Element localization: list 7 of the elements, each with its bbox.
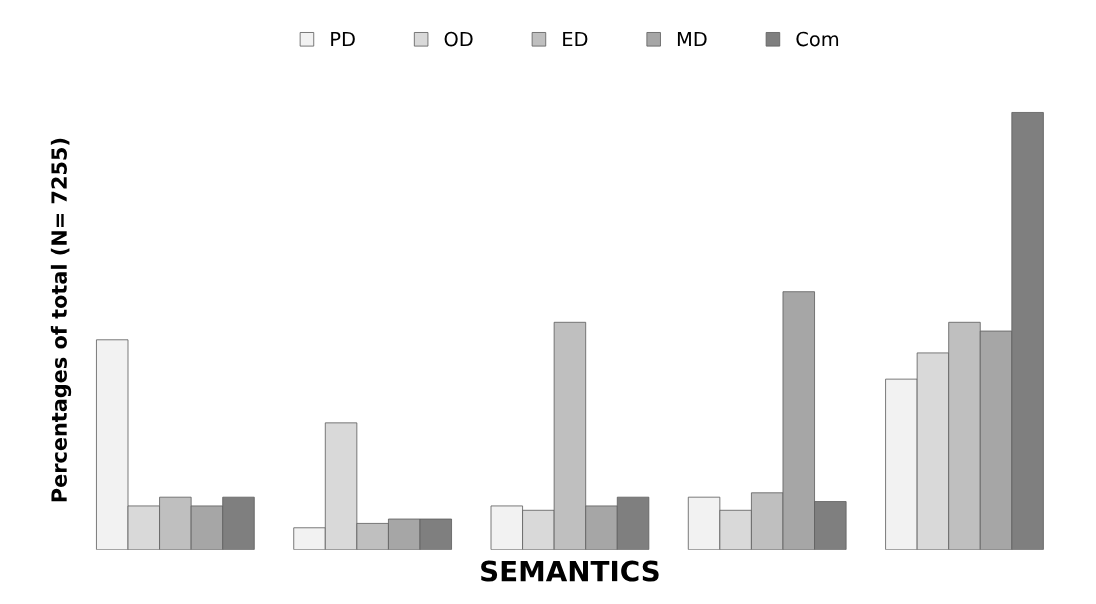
legend-label: MD (677, 31, 707, 47)
y-axis-title: Percentages of total (N= 7255) (50, 138, 72, 502)
x-axis-title: SEMANTICS (481, 560, 659, 582)
legend-label: ED (563, 31, 588, 47)
legend-label: Com (796, 31, 839, 47)
legend-label: OD (444, 31, 473, 47)
legend-label: PD (331, 31, 355, 47)
